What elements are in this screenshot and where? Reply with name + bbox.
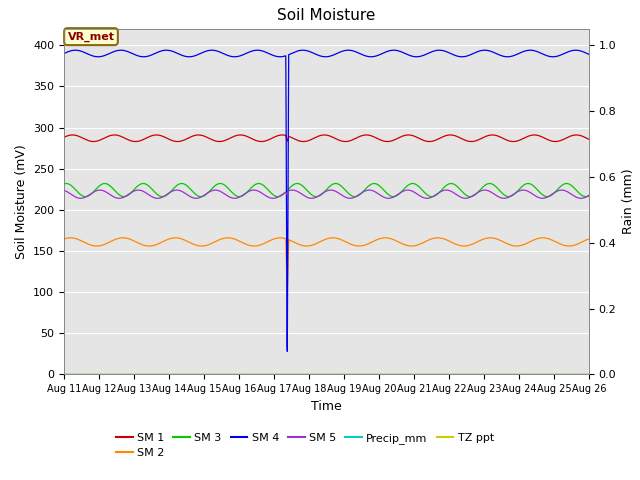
Title: Soil Moisture: Soil Moisture	[277, 9, 376, 24]
X-axis label: Time: Time	[311, 400, 342, 413]
Y-axis label: Rain (mm): Rain (mm)	[622, 169, 635, 234]
Text: VR_met: VR_met	[67, 32, 115, 42]
Legend: SM 1, SM 2, SM 3, SM 4, SM 5, Precip_mm, TZ ppt: SM 1, SM 2, SM 3, SM 4, SM 5, Precip_mm,…	[111, 428, 499, 463]
Y-axis label: Soil Moisture (mV): Soil Moisture (mV)	[15, 144, 28, 259]
